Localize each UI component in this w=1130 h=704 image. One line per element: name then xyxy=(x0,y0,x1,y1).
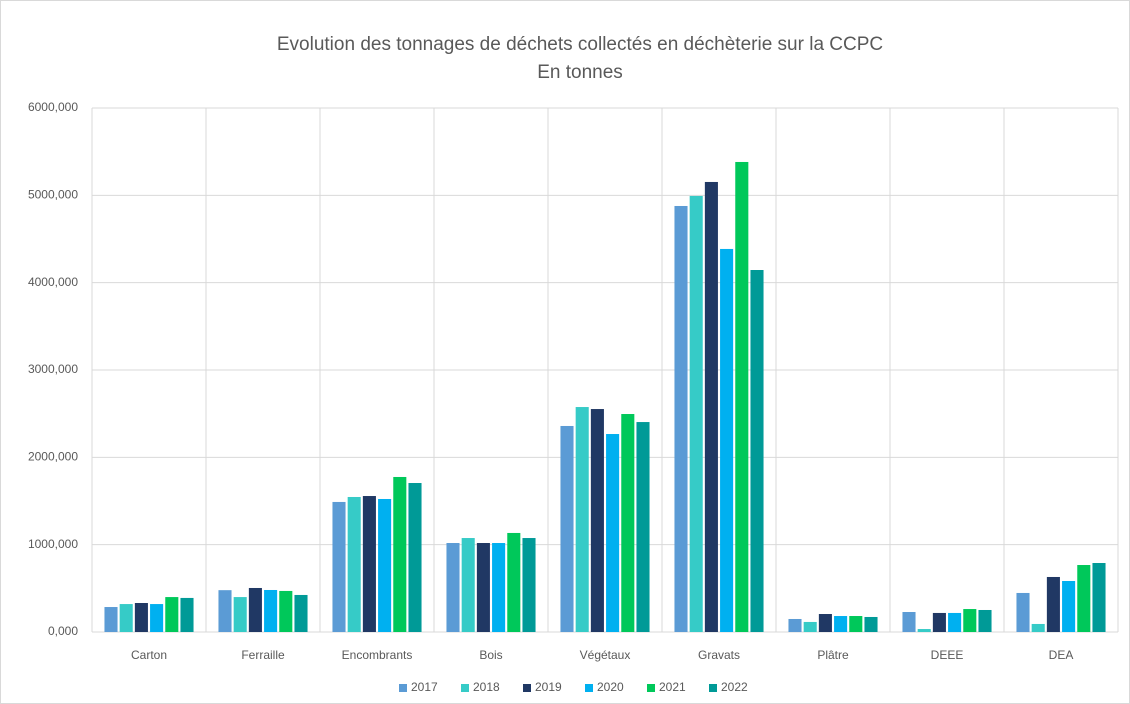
bar xyxy=(674,205,688,632)
bar xyxy=(362,496,376,632)
bar xyxy=(461,538,475,632)
x-tick-label: DEA xyxy=(1049,648,1074,662)
x-tick-label: Ferraille xyxy=(241,648,285,662)
bar xyxy=(347,496,361,632)
bar xyxy=(689,195,703,632)
bar xyxy=(1077,565,1091,632)
legend-label: 2019 xyxy=(535,680,562,694)
bar xyxy=(104,607,118,632)
legend-swatch xyxy=(585,684,593,692)
bar xyxy=(446,543,460,632)
bar xyxy=(1046,576,1060,632)
bar xyxy=(476,543,490,632)
bar xyxy=(750,270,764,632)
bar xyxy=(849,616,863,632)
x-tick-label: Bois xyxy=(479,648,502,662)
bar xyxy=(393,476,407,632)
bar xyxy=(1031,623,1045,632)
bar xyxy=(818,614,832,632)
bar xyxy=(165,597,179,632)
legend-label: 2018 xyxy=(473,680,500,694)
bar xyxy=(294,594,308,632)
y-tick-label: 1000,000 xyxy=(28,537,78,551)
bar xyxy=(522,538,536,632)
bar xyxy=(233,597,247,632)
bar xyxy=(575,407,589,632)
x-tick-label: Gravats xyxy=(698,648,740,662)
bar xyxy=(1092,563,1106,632)
bar xyxy=(948,612,962,632)
bar xyxy=(150,604,164,632)
bar xyxy=(560,425,574,632)
legend-swatch xyxy=(399,684,407,692)
bar xyxy=(735,161,749,633)
chart-subtitle: En tonnes xyxy=(537,62,623,83)
y-tick-label: 2000,000 xyxy=(28,450,78,464)
bar xyxy=(621,414,635,632)
bar xyxy=(902,612,916,632)
legend-label: 2021 xyxy=(659,680,686,694)
bar xyxy=(803,621,817,632)
bar xyxy=(978,609,992,632)
bar xyxy=(279,590,293,632)
x-tick-label: Encombrants xyxy=(342,648,413,662)
bar xyxy=(636,422,650,632)
bar xyxy=(1062,580,1076,632)
bar xyxy=(864,616,878,632)
bar xyxy=(218,590,232,632)
y-tick-label: 5000,000 xyxy=(28,188,78,202)
bar xyxy=(332,501,346,632)
bar xyxy=(606,434,620,632)
bar xyxy=(963,609,977,632)
bar xyxy=(180,597,194,632)
bar xyxy=(378,498,392,632)
bar xyxy=(408,483,422,632)
bar xyxy=(248,587,262,632)
bar xyxy=(590,409,604,632)
y-tick-label: 6000,000 xyxy=(28,100,78,114)
x-tick-label: Carton xyxy=(131,648,167,662)
legend-label: 2017 xyxy=(411,680,438,694)
legend-label: 2022 xyxy=(721,680,748,694)
bar xyxy=(507,532,521,632)
x-tick-label: DEEE xyxy=(931,648,964,662)
y-tick-label: 3000,000 xyxy=(28,362,78,376)
legend-swatch xyxy=(461,684,469,692)
bar xyxy=(788,618,802,632)
bar xyxy=(134,603,148,632)
bar xyxy=(1016,592,1030,632)
y-tick-label: 0,000 xyxy=(48,624,78,638)
bar xyxy=(119,604,133,632)
legend-swatch xyxy=(523,684,531,692)
legend-swatch xyxy=(647,684,655,692)
y-tick-label: 4000,000 xyxy=(28,275,78,289)
bar xyxy=(932,612,946,632)
legend-swatch xyxy=(709,684,717,692)
bar xyxy=(492,543,506,632)
bar xyxy=(917,629,931,632)
legend-label: 2020 xyxy=(597,680,624,694)
x-tick-label: Végétaux xyxy=(580,648,631,662)
bar xyxy=(704,181,718,633)
chart-title: Evolution des tonnages de déchets collec… xyxy=(277,34,883,55)
bar xyxy=(720,248,734,632)
x-tick-label: Plâtre xyxy=(817,648,849,662)
bar xyxy=(264,589,278,632)
bar xyxy=(834,616,848,632)
